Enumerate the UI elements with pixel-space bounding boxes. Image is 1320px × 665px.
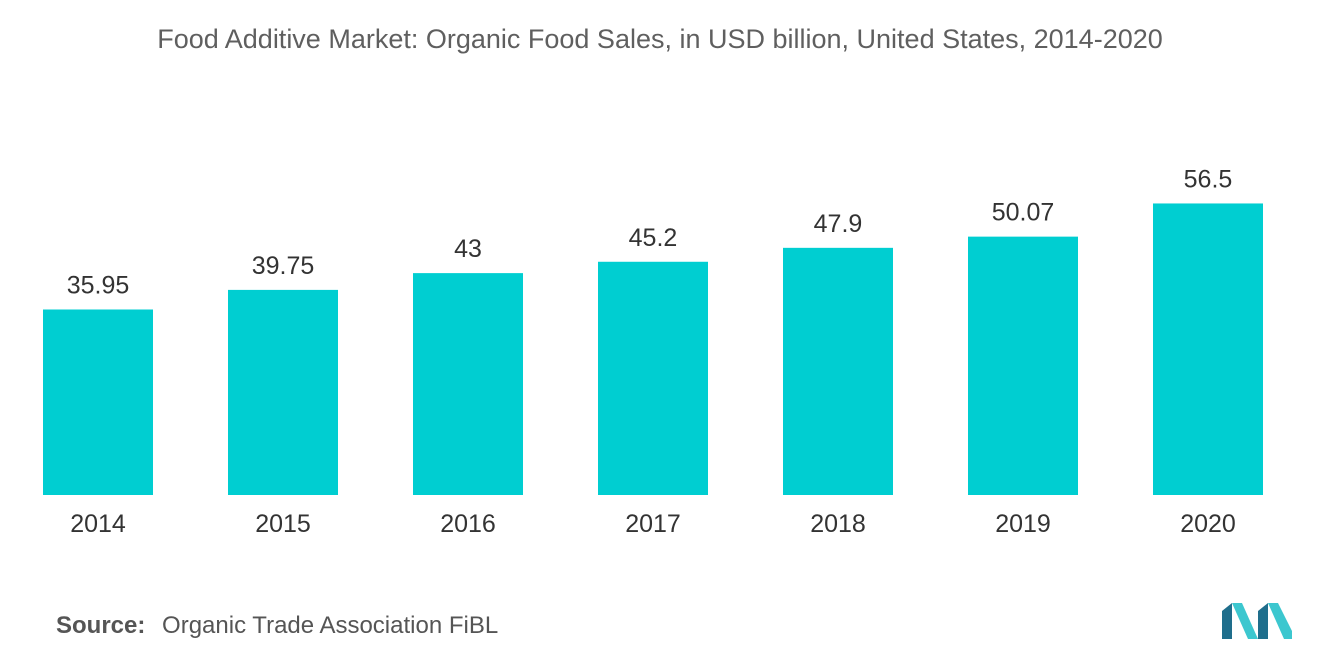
value-label-2014: 35.95 [67, 271, 130, 299]
bar-2015 [228, 289, 338, 495]
bar-2020 [1153, 203, 1263, 495]
market-logo-icon [1222, 603, 1292, 639]
value-label-2016: 43 [454, 235, 482, 263]
x-axis-tick-labels: 2014 2015 2016 2017 2018 2019 2020 [70, 510, 1236, 538]
bar-2019 [968, 236, 1078, 495]
x-tick-label-2017: 2017 [625, 510, 681, 538]
bar-2018 [783, 247, 893, 495]
value-label-2018: 47.9 [814, 210, 863, 238]
x-tick-label-2018: 2018 [810, 510, 866, 538]
x-tick-label-2016: 2016 [440, 510, 496, 538]
value-label-2017: 45.2 [629, 224, 678, 252]
x-tick-label-2015: 2015 [255, 510, 311, 538]
source-text: Organic Trade Association FiBL [162, 612, 499, 639]
value-label-2019: 50.07 [992, 199, 1055, 227]
chart-title: Food Additive Market: Organic Food Sales… [157, 24, 1163, 54]
x-tick-label-2014: 2014 [70, 510, 126, 538]
value-label-2020: 56.5 [1184, 165, 1233, 193]
source-label: Source: [56, 612, 146, 639]
value-label-2015: 39.75 [252, 252, 315, 280]
bar-2017 [598, 261, 708, 495]
x-tick-label-2019: 2019 [995, 510, 1051, 538]
bars-group [43, 203, 1263, 495]
bar-2016 [413, 273, 523, 495]
bar-2014 [43, 309, 153, 495]
x-tick-label-2020: 2020 [1180, 510, 1236, 538]
source-note: Source: Organic Trade Association FiBL [56, 612, 498, 640]
value-labels-group: 35.95 39.75 43 45.2 47.9 50.07 56.5 [67, 165, 1233, 299]
